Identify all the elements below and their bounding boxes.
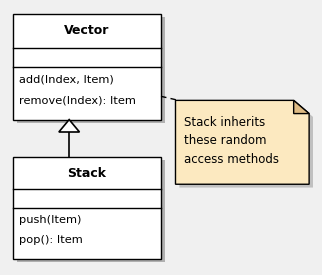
Bar	[17, 160, 165, 262]
Polygon shape	[294, 100, 309, 114]
Text: pop(): Item: pop(): Item	[19, 235, 82, 245]
Text: remove(Index): Item: remove(Index): Item	[19, 96, 136, 106]
Text: push(Item): push(Item)	[19, 215, 81, 225]
Bar	[17, 17, 165, 123]
Text: Stack: Stack	[67, 167, 107, 180]
Polygon shape	[179, 104, 313, 188]
Text: Stack inherits
these random
access methods: Stack inherits these random access metho…	[184, 116, 279, 166]
Bar	[13, 157, 161, 258]
Text: add(Index, Item): add(Index, Item)	[19, 75, 113, 84]
Polygon shape	[59, 120, 80, 132]
Text: Vector: Vector	[64, 24, 109, 37]
Polygon shape	[175, 100, 309, 184]
Bar	[13, 14, 161, 120]
